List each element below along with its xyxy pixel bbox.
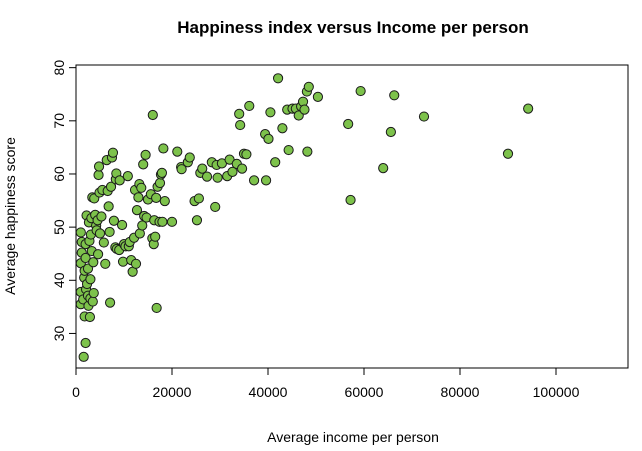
data-point [87,296,98,307]
data-point [234,108,245,120]
data-point [172,146,183,157]
data-point [265,107,276,118]
data-point [151,302,162,314]
data-point [193,193,204,204]
data-point [212,172,223,183]
data-point [270,157,281,168]
data-point [107,147,119,158]
data-point [277,123,288,134]
data-point [92,249,104,260]
data-point [108,215,120,226]
data-point [140,149,151,160]
data-points [75,73,534,362]
data-point [260,175,272,186]
y-tick-label: 50 [51,219,67,235]
data-point [151,192,162,203]
data-point [201,171,213,182]
data-point [96,211,107,222]
plot-frame [75,64,629,369]
data-point [157,216,168,227]
y-tick-label: 30 [51,325,67,341]
data-point [283,144,294,156]
data-point [355,85,366,97]
data-point [154,177,166,189]
y-tick-label: 70 [51,113,67,129]
data-point [80,252,91,264]
data-point [158,143,169,154]
y-axis-label: Average happiness score [2,137,18,295]
data-point [156,167,168,179]
x-axis: 0 20000 40000 60000 80000 100000 [72,368,580,400]
x-tick-label: 20000 [153,384,192,400]
x-tick-label: 80000 [441,384,480,400]
data-point [343,118,354,130]
data-point [133,192,144,203]
data-point [93,161,105,172]
data-point [272,73,284,84]
data-point [184,152,195,163]
data-point [385,126,396,138]
data-point [150,231,161,242]
data-point [227,166,238,177]
x-tick-label: 0 [72,384,80,400]
x-tick-label: 100000 [533,384,580,400]
y-tick-label: 60 [51,166,67,182]
data-point [138,159,149,170]
data-point [122,171,133,182]
data-point [248,175,260,186]
data-point [136,182,147,193]
data-point [117,256,129,267]
data-point [303,81,314,92]
data-point [166,216,178,227]
data-point [263,133,274,144]
data-point [302,146,313,157]
data-point [235,119,246,131]
data-point [159,195,170,207]
data-point [84,311,96,323]
x-tick-label: 40000 [249,384,288,400]
data-point [130,258,142,269]
data-point [197,163,208,174]
data-point [100,258,111,269]
data-point [418,111,430,122]
data-point [147,109,158,121]
data-point [105,181,117,192]
data-point [241,149,252,160]
data-point [104,297,116,308]
data-point [94,228,106,239]
data-point [114,175,125,186]
data-point [389,90,400,101]
data-point [104,226,115,238]
data-point [78,351,89,362]
data-point [131,205,143,216]
data-point [137,220,148,231]
data-point [299,104,310,115]
data-point [210,201,221,213]
data-point [236,163,248,174]
data-point [80,337,91,349]
y-axis: 30 40 50 60 70 80 [51,60,76,341]
data-point [378,163,389,174]
data-point [98,237,109,248]
x-tick-label: 60000 [345,384,384,400]
data-point [103,201,114,212]
data-point [88,287,99,299]
data-point [75,227,86,238]
data-point [85,274,96,285]
data-point [345,194,356,206]
data-point [523,103,534,114]
data-point [191,215,203,226]
data-point [502,148,514,159]
y-tick-label: 80 [51,60,67,76]
data-point [244,100,255,112]
x-axis-label: Average income per person [267,429,439,445]
data-point [88,257,99,268]
chart-title: Happiness index versus Income per person [177,18,528,37]
data-point [93,169,104,181]
y-tick-label: 40 [51,272,67,288]
data-point [312,91,324,102]
data-point [176,164,187,175]
data-point [116,219,128,231]
